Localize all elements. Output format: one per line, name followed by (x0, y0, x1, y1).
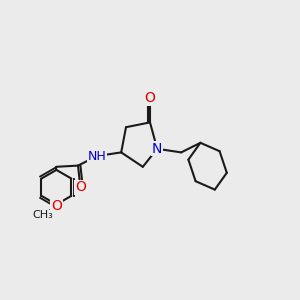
Text: N: N (152, 142, 162, 156)
Text: O: O (145, 92, 155, 105)
Text: NH: NH (88, 149, 106, 163)
Text: O: O (75, 180, 86, 194)
Text: O: O (51, 199, 62, 213)
Text: CH₃: CH₃ (33, 210, 54, 220)
